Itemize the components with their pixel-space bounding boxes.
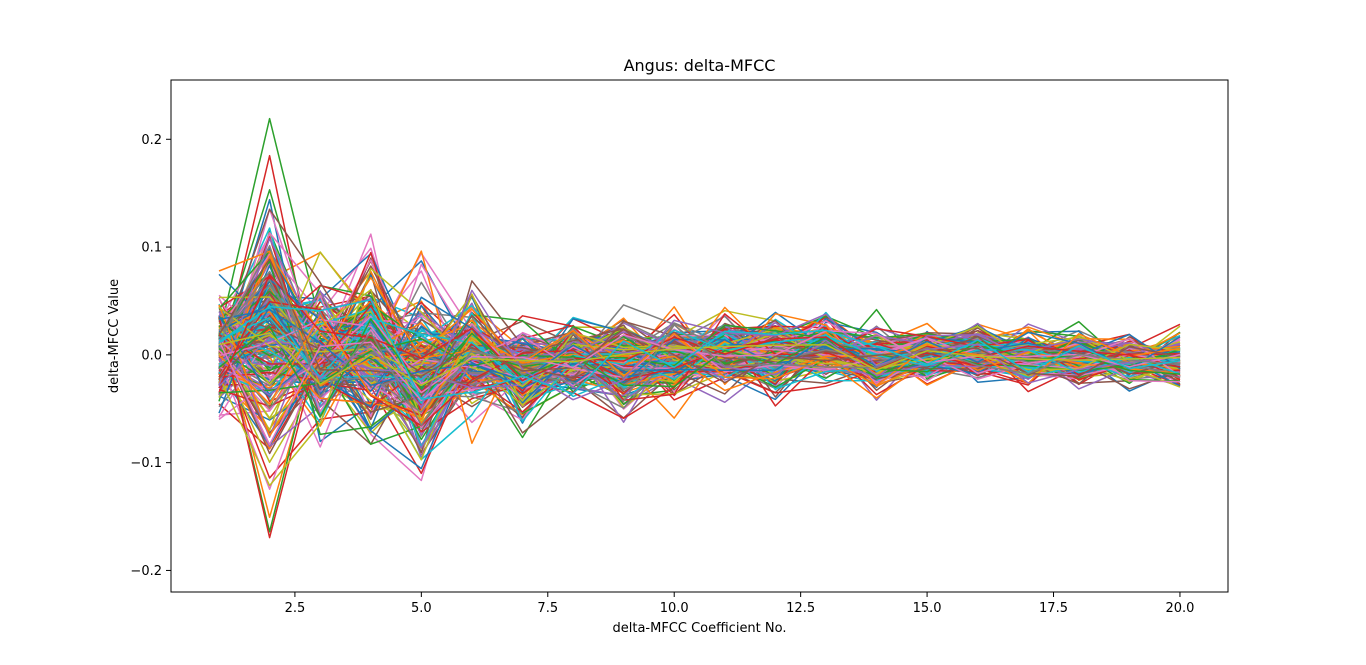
series-line [218,299,1181,400]
y-axis-ticks: −0.2 −0.1 0.0 0.1 0.2 [130,133,171,579]
series-line [218,308,1181,387]
x-axis-ticks: 2.5 5.0 7.5 10.0 12.5 15.0 17.5 20.0 [285,592,1194,616]
series-line [218,314,1181,421]
chart-title: Angus: delta-MFCC [624,56,776,75]
series-lines [218,117,1181,539]
x-tick-label: 10.0 [660,601,689,616]
y-tick-label: 0.1 [141,241,162,256]
series-line [218,332,1181,387]
y-tick-label: 0.0 [141,348,162,363]
y-axis-label: delta-MFCC Value [107,279,122,393]
x-tick-label: 12.5 [786,601,815,616]
x-axis-label: delta-MFCC Coefficient No. [612,621,786,636]
series-line [218,244,1181,427]
y-tick-label: −0.1 [130,456,162,471]
series-line [218,258,1181,384]
y-tick-label: −0.2 [130,564,162,579]
x-tick-label: 20.0 [1165,601,1194,616]
x-tick-label: 17.5 [1039,601,1068,616]
series-line [218,301,1181,427]
x-tick-label: 5.0 [411,601,432,616]
x-tick-label: 15.0 [913,601,942,616]
series-line [218,306,1181,381]
series-line [218,316,1181,384]
series-line [218,289,1181,408]
series-line [218,276,1181,437]
x-tick-label: 2.5 [285,601,306,616]
plot-frame [170,79,1229,593]
y-tick-label: 0.2 [141,133,162,148]
x-tick-label: 7.5 [537,601,558,616]
series-line [218,330,1181,446]
